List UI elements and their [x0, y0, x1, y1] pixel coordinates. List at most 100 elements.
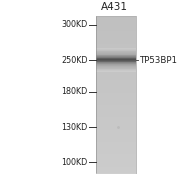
Bar: [96, 48, 136, 49]
Bar: [96, 105, 136, 106]
Bar: [96, 73, 136, 74]
Bar: [96, 154, 136, 155]
Bar: [96, 100, 136, 101]
Bar: [96, 43, 136, 44]
Bar: [96, 31, 136, 32]
Bar: [96, 63, 136, 64]
Bar: [96, 170, 136, 171]
Bar: [96, 46, 136, 48]
Bar: [96, 120, 136, 121]
Bar: [96, 93, 136, 94]
Text: 130KD: 130KD: [61, 123, 88, 132]
Bar: [96, 54, 136, 55]
Bar: [96, 125, 136, 126]
Text: 250KD: 250KD: [61, 56, 88, 65]
Bar: [96, 36, 136, 37]
Bar: [96, 152, 136, 153]
Bar: [96, 131, 136, 132]
Bar: [96, 145, 136, 146]
Bar: [96, 74, 136, 75]
Bar: [96, 104, 136, 105]
Bar: [96, 72, 136, 73]
Bar: [96, 122, 136, 123]
Bar: [96, 142, 136, 143]
Bar: [96, 152, 136, 153]
Bar: [96, 77, 136, 78]
Text: 180KD: 180KD: [61, 87, 88, 96]
Bar: [96, 130, 136, 131]
Bar: [96, 149, 136, 150]
Bar: [96, 32, 136, 33]
Bar: [96, 69, 136, 70]
Bar: [96, 159, 136, 160]
Bar: [96, 169, 136, 170]
Bar: [96, 61, 136, 62]
Bar: [96, 165, 136, 166]
Bar: [96, 43, 136, 44]
Bar: [96, 25, 136, 26]
Bar: [96, 35, 136, 37]
Bar: [96, 19, 136, 20]
Bar: [96, 161, 136, 162]
Bar: [96, 127, 136, 128]
Bar: [96, 92, 136, 93]
Bar: [96, 27, 136, 28]
Bar: [96, 155, 136, 156]
Bar: [96, 40, 136, 41]
Bar: [96, 50, 136, 51]
Bar: [96, 87, 136, 88]
Bar: [96, 95, 136, 96]
Bar: [96, 65, 136, 66]
Bar: [96, 148, 136, 149]
Bar: [96, 72, 136, 73]
Bar: [96, 68, 136, 69]
Bar: [96, 79, 136, 80]
Bar: [96, 110, 136, 111]
Bar: [96, 51, 136, 52]
Bar: [96, 96, 136, 97]
Bar: [96, 82, 136, 83]
Bar: [96, 50, 136, 51]
Bar: [96, 143, 136, 144]
Bar: [96, 67, 136, 68]
Bar: [96, 171, 136, 172]
Bar: [96, 146, 136, 147]
Bar: [96, 94, 136, 95]
Bar: [96, 39, 136, 40]
Bar: [96, 160, 136, 161]
Bar: [96, 119, 136, 120]
Bar: [96, 170, 136, 171]
Bar: [96, 28, 136, 30]
Bar: [96, 153, 136, 154]
Bar: [96, 123, 136, 124]
Bar: [96, 24, 136, 25]
Bar: [96, 138, 136, 139]
Bar: [96, 55, 136, 56]
Bar: [96, 148, 136, 149]
Bar: [96, 83, 136, 84]
Bar: [96, 144, 136, 145]
Bar: [96, 26, 136, 27]
Bar: [96, 56, 136, 57]
Bar: [96, 88, 136, 89]
Bar: [96, 129, 136, 130]
Bar: [96, 84, 136, 85]
Bar: [96, 75, 136, 76]
Bar: [96, 114, 136, 115]
Bar: [96, 47, 136, 48]
Bar: [96, 166, 136, 167]
Bar: [96, 66, 136, 67]
Bar: [96, 166, 136, 167]
Bar: [96, 38, 136, 39]
Bar: [96, 37, 136, 38]
Bar: [96, 23, 136, 24]
Bar: [96, 57, 136, 58]
Bar: [96, 116, 136, 117]
Bar: [96, 85, 136, 86]
Bar: [96, 147, 136, 148]
Bar: [96, 94, 136, 95]
Bar: [96, 22, 136, 23]
Bar: [96, 68, 136, 69]
Bar: [96, 33, 136, 34]
Bar: [96, 101, 136, 102]
